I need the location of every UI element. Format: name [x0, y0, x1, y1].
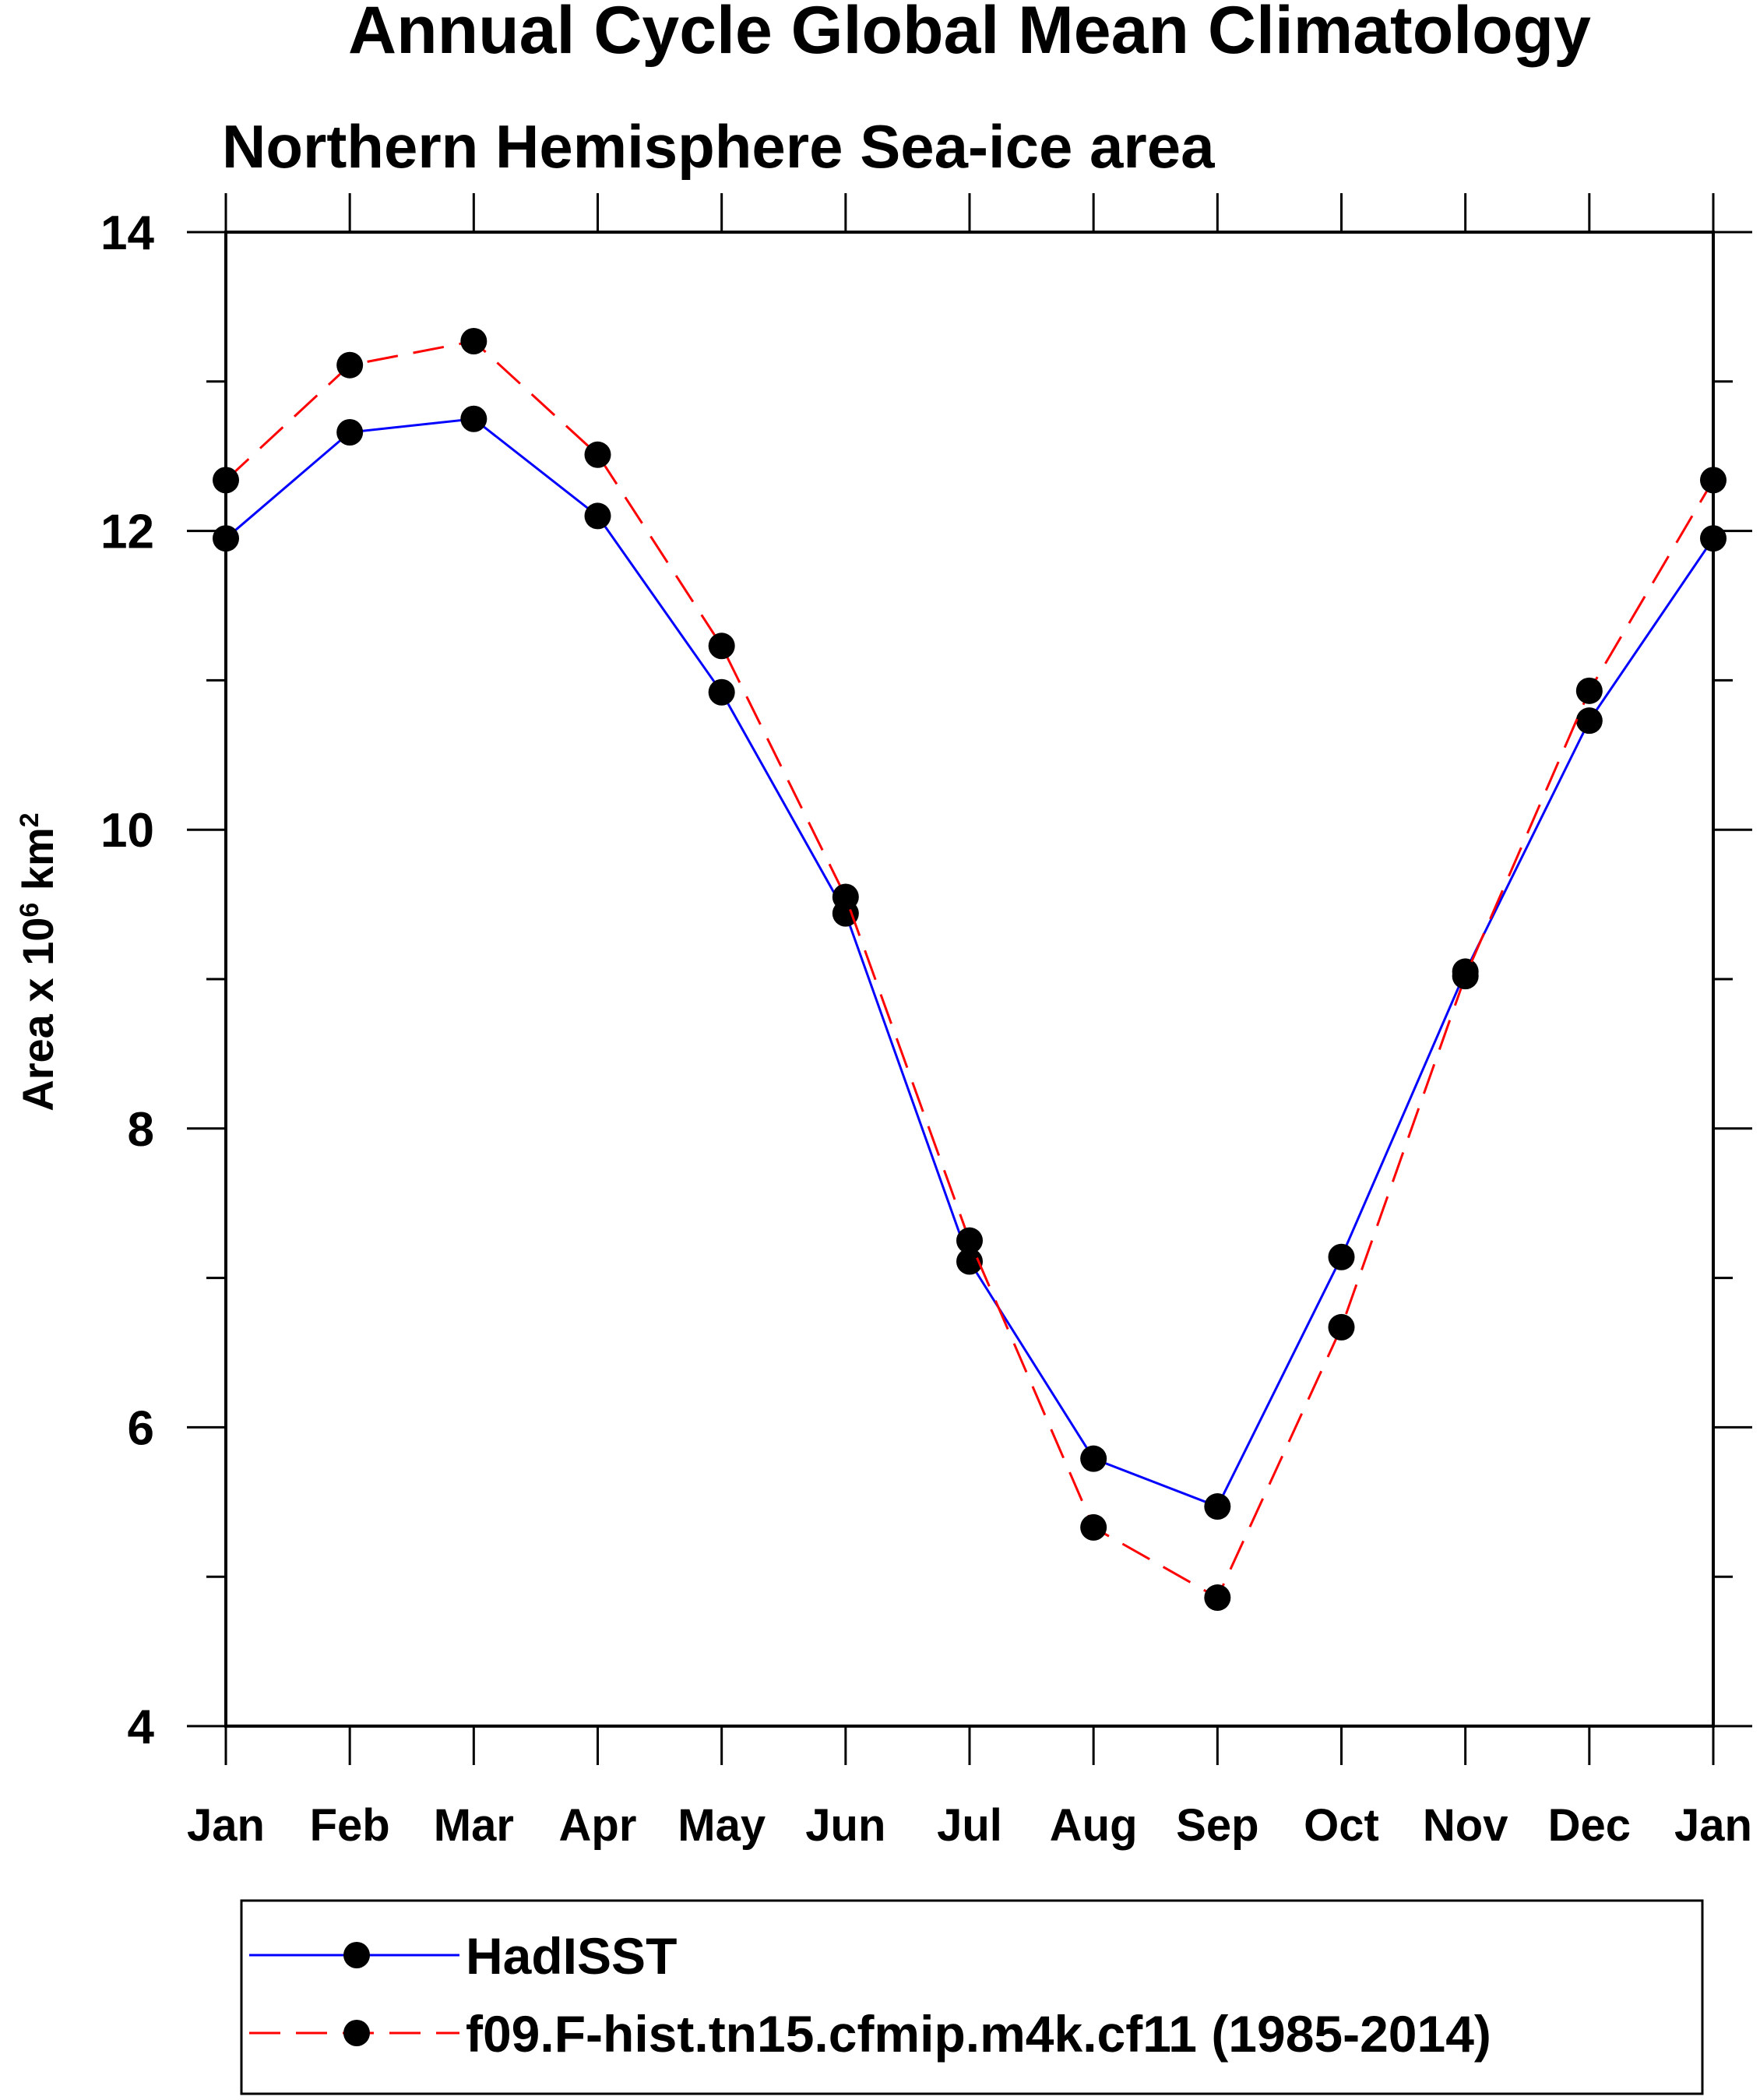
data-point	[708, 678, 735, 706]
x-tick-label: Nov	[1423, 1800, 1508, 1851]
axis-ticks	[187, 193, 1752, 1765]
x-tick-label: Aug	[1050, 1800, 1138, 1851]
data-point	[1080, 1513, 1107, 1541]
data-point	[1452, 963, 1479, 990]
series-line	[224, 340, 1715, 1600]
data-point	[1204, 1493, 1231, 1520]
x-tick-label: Oct	[1304, 1800, 1379, 1851]
series-line	[225, 418, 1715, 1508]
series-1	[213, 405, 1727, 1520]
data-point	[460, 405, 488, 432]
x-tick-label: Apr	[559, 1800, 637, 1851]
data-point	[1328, 1243, 1355, 1270]
y-axis-label-main: Area x 10	[13, 918, 62, 1112]
chart-title: Annual Cycle Global Mean Climatology	[348, 0, 1591, 68]
legend-entry-1: HadISST	[249, 1927, 677, 1985]
x-tick-label: Feb	[310, 1800, 390, 1851]
legend-label: HadISST	[466, 1927, 677, 1985]
data-point	[584, 502, 611, 530]
data-point	[832, 883, 859, 911]
x-tick-label: Jul	[937, 1800, 1002, 1851]
x-tick-label: Sep	[1176, 1800, 1258, 1851]
data-point	[708, 632, 735, 660]
y-axis-label-unit-exponent: 2	[15, 812, 44, 827]
y-tick-label: 8	[128, 1103, 154, 1157]
svg-text:Area x 106 km2: Area x 106 km2	[13, 812, 62, 1111]
y-axis-label-exponent: 6	[15, 903, 44, 918]
x-tick-label: Jun	[805, 1800, 885, 1851]
y-axis-label: Area x 106 km2	[13, 812, 62, 1111]
x-tick-label: Jan	[187, 1800, 265, 1851]
legend-marker	[343, 1942, 370, 1968]
data-point	[336, 419, 364, 446]
data-point	[460, 328, 488, 355]
data-point	[1575, 677, 1603, 704]
data-point	[956, 1248, 983, 1275]
legend-box	[240, 1899, 1704, 2095]
x-tick-label: Jan	[1674, 1800, 1752, 1851]
plot-frame	[224, 231, 1715, 1728]
x-tick-label: Dec	[1548, 1800, 1631, 1851]
y-tick-label: 14	[100, 206, 154, 260]
legend: HadISST f09.F-hist.tn15.cfmip.m4k.cf11 (1…	[240, 1899, 1704, 2095]
data-point	[584, 441, 611, 468]
y-tick-label: 10	[100, 804, 154, 858]
y-tick-labels: 4 6 8 10 12 14	[100, 206, 154, 1754]
x-tick-labels: Jan Feb Mar Apr May Jun Jul Aug Sep Oct Nov Dec Jan	[187, 1800, 1752, 1851]
data-point	[1204, 1584, 1231, 1612]
y-tick-label: 6	[128, 1401, 154, 1455]
data-point	[1328, 1313, 1355, 1341]
data-point	[1575, 707, 1603, 735]
chart-subtitle: Northern Hemisphere Sea-ice area	[222, 112, 1215, 181]
legend-marker	[343, 2020, 370, 2046]
y-axis-label-unit: km	[13, 827, 62, 903]
y-tick-label: 4	[128, 1700, 155, 1754]
x-tick-label: May	[678, 1800, 766, 1851]
y-tick-label: 12	[100, 506, 154, 559]
data-point	[336, 351, 364, 379]
x-tick-label: Mar	[434, 1800, 514, 1851]
data-point	[956, 1227, 983, 1254]
legend-entry-2: f09.F-hist.tn15.cfmip.m4k.cf11 (1985-201…	[249, 2005, 1491, 2063]
data-point	[1080, 1445, 1107, 1472]
legend-label: f09.F-hist.tn15.cfmip.m4k.cf11 (1985-201…	[466, 2005, 1491, 2063]
series-layer	[213, 328, 1727, 1612]
series-2	[213, 328, 1727, 1612]
